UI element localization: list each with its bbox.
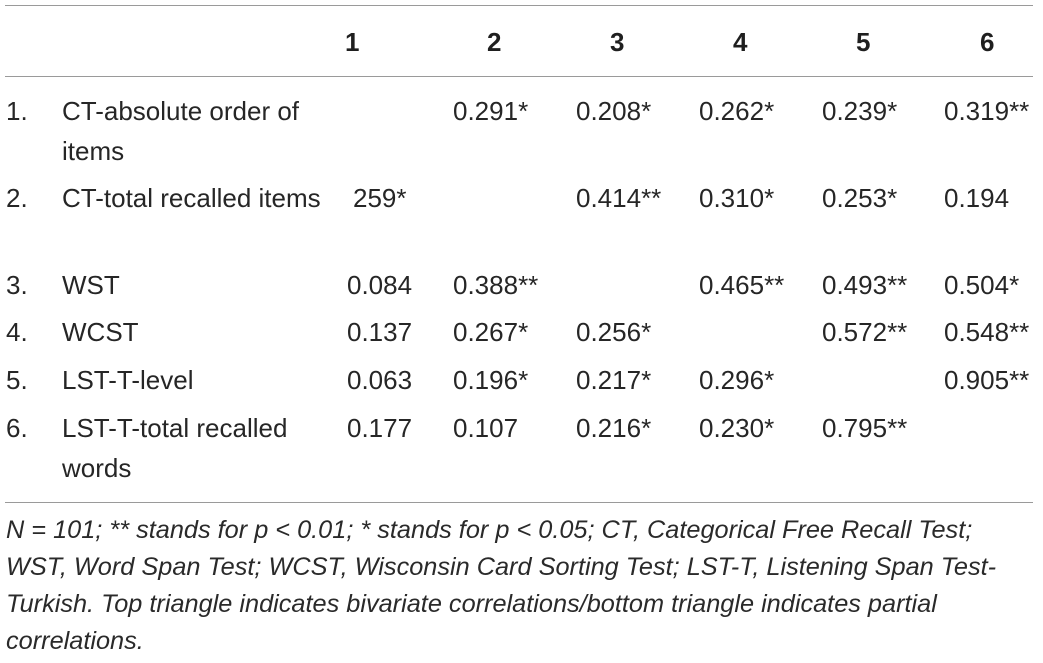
table-cell: 259* [353, 183, 407, 213]
table-cell: 0.795** [822, 413, 908, 443]
table-cell: 0.253* [822, 183, 898, 213]
row-label: WCST [62, 317, 139, 347]
table-cell: 0.319** [944, 96, 1030, 126]
table-bottom-rule [5, 502, 1033, 503]
column-header-5: 5 [856, 27, 871, 57]
table-cell: 0.465** [699, 270, 785, 300]
table-cell: 0.296* [699, 365, 775, 395]
table-footnote: N = 101; ** stands for p < 0.01; * stand… [6, 516, 997, 655]
table-cell: 0.137 [347, 317, 413, 347]
row-label: CT-absolute order of items [62, 96, 300, 166]
row-number: 4. [6, 317, 28, 347]
row-number: 3. [6, 270, 28, 300]
table-cell: 0.905** [944, 365, 1030, 395]
table-cell: 0.388** [453, 270, 539, 300]
table-cell: 0.107 [453, 413, 519, 443]
row-number: 1. [6, 96, 28, 126]
table-cell: 0.217* [576, 365, 652, 395]
table-cell: 0.177 [347, 413, 413, 443]
table-cell: 0.256* [576, 317, 652, 347]
row-label: WST [62, 270, 120, 300]
table-cell: 0.267* [453, 317, 529, 347]
table-cell: 0.291* [453, 96, 529, 126]
row-number: 2. [6, 183, 28, 213]
row-number: 5. [6, 365, 28, 395]
table-cell: 0.239* [822, 96, 898, 126]
column-header-4: 4 [733, 27, 748, 57]
column-header-6: 6 [980, 27, 995, 57]
table-cell: 0.063 [347, 365, 413, 395]
table-cell: 0.230* [699, 413, 775, 443]
column-header-2: 2 [487, 27, 502, 57]
table-cell: 0.262* [699, 96, 775, 126]
table-cell: 0.414** [576, 183, 662, 213]
header-rule [5, 76, 1033, 77]
row-number: 6. [6, 413, 28, 443]
table-cell: 0.504* [944, 270, 1020, 300]
table-cell: 0.548** [944, 317, 1030, 347]
table-cell: 0.572** [822, 317, 908, 347]
table-cell: 0.194 [944, 183, 1010, 213]
table-cell: 0.216* [576, 413, 652, 443]
table-cell: 0.493** [822, 270, 908, 300]
row-label: CT-total recalled items [62, 183, 321, 213]
table-cell: 0.310* [699, 183, 775, 213]
column-header-3: 3 [610, 27, 625, 57]
table-cell: 0.196* [453, 365, 529, 395]
table-cell: 0.084 [347, 270, 413, 300]
column-header-1: 1 [345, 27, 360, 57]
row-label: LST-T-total recalled words [62, 413, 288, 483]
row-label: LST-T-level [62, 365, 194, 395]
table-cell: 0.208* [576, 96, 652, 126]
table-top-rule [5, 5, 1033, 6]
